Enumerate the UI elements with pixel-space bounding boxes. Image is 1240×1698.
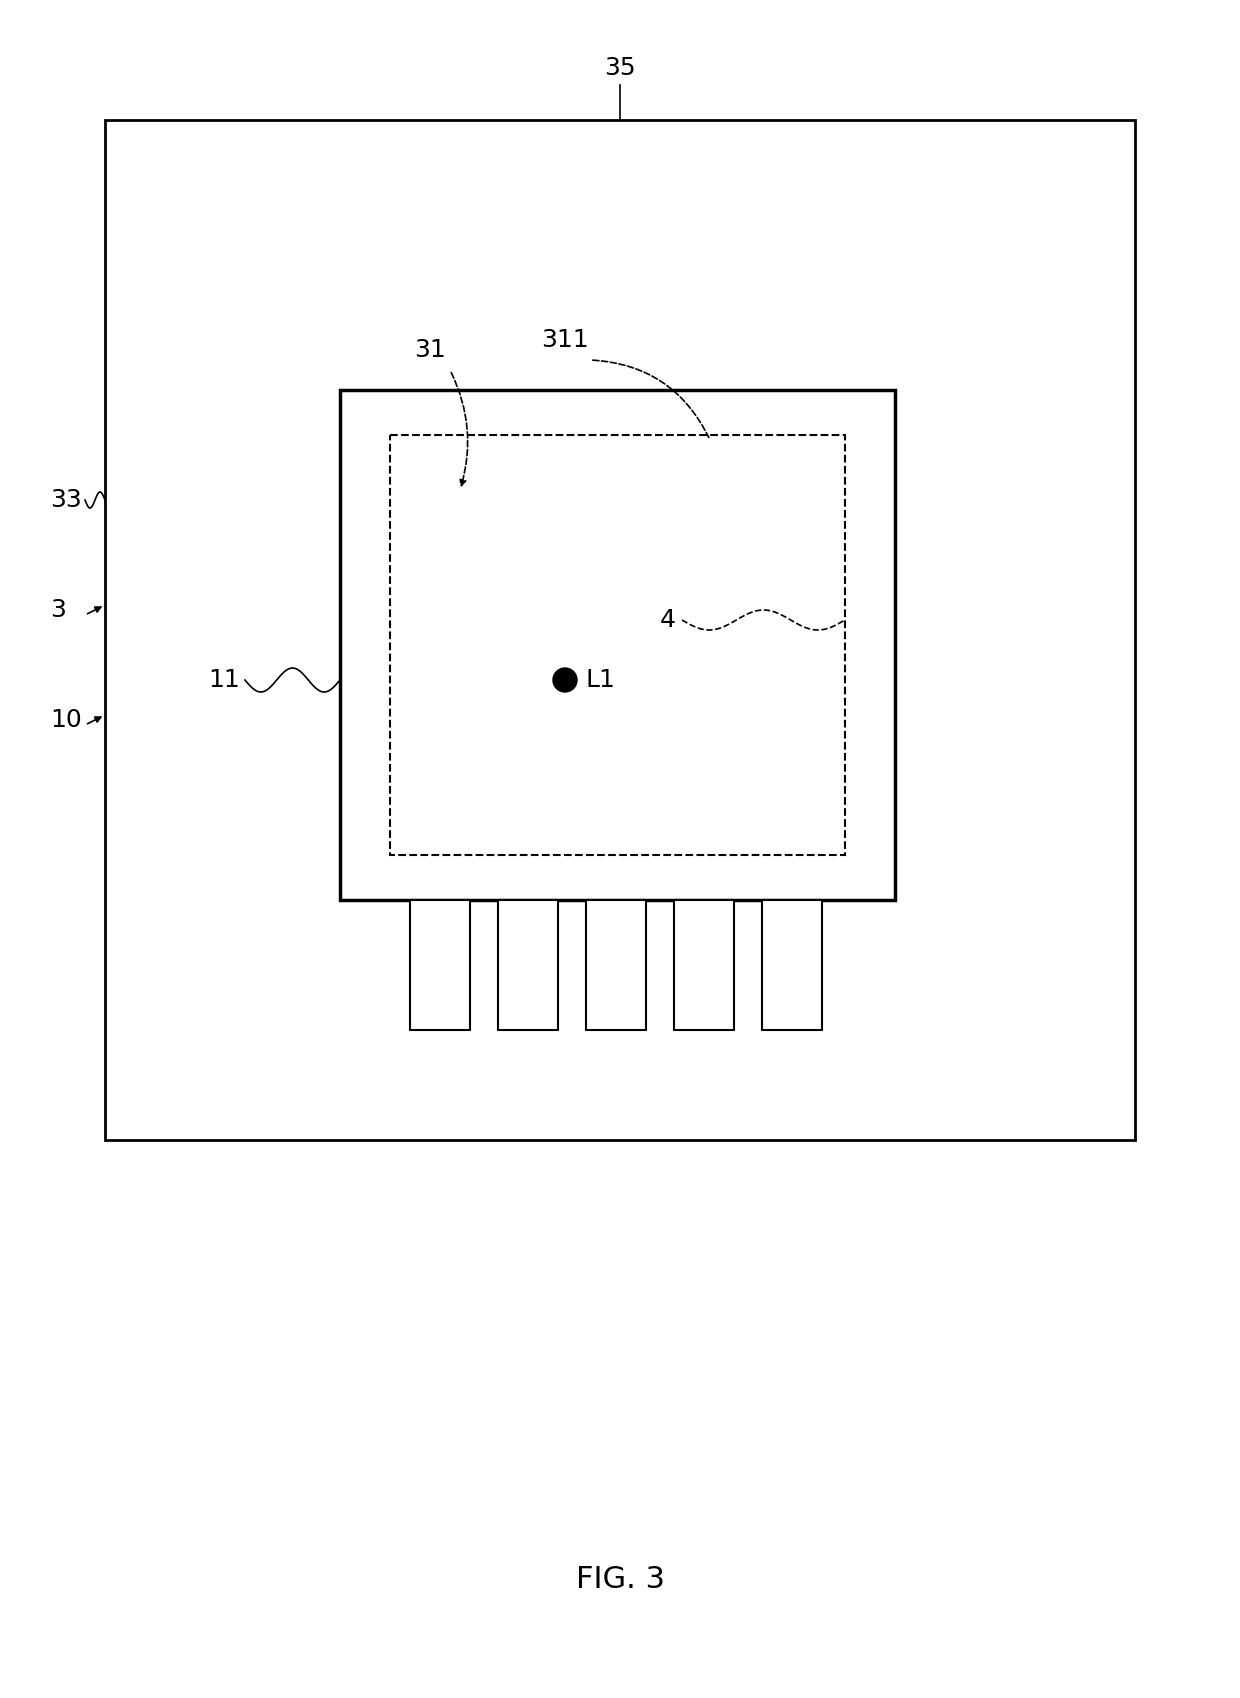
Bar (498, 900, 558, 1031)
Text: 11: 11 (208, 667, 241, 693)
Bar (340, 391, 895, 900)
Text: L1: L1 (585, 667, 615, 693)
Circle shape (553, 667, 577, 693)
Bar (391, 435, 844, 856)
Text: 4: 4 (660, 608, 676, 632)
Bar (763, 900, 822, 1031)
Text: 3: 3 (50, 598, 66, 621)
Bar (410, 900, 470, 1031)
Bar (675, 900, 734, 1031)
Text: FIG. 3: FIG. 3 (575, 1566, 665, 1594)
Bar (587, 900, 646, 1031)
Text: 33: 33 (50, 487, 82, 513)
Text: 35: 35 (604, 56, 636, 80)
Text: 10: 10 (50, 708, 82, 732)
Bar (105, 121, 1135, 1139)
Text: 31: 31 (414, 338, 446, 362)
Text: 311: 311 (541, 328, 589, 351)
